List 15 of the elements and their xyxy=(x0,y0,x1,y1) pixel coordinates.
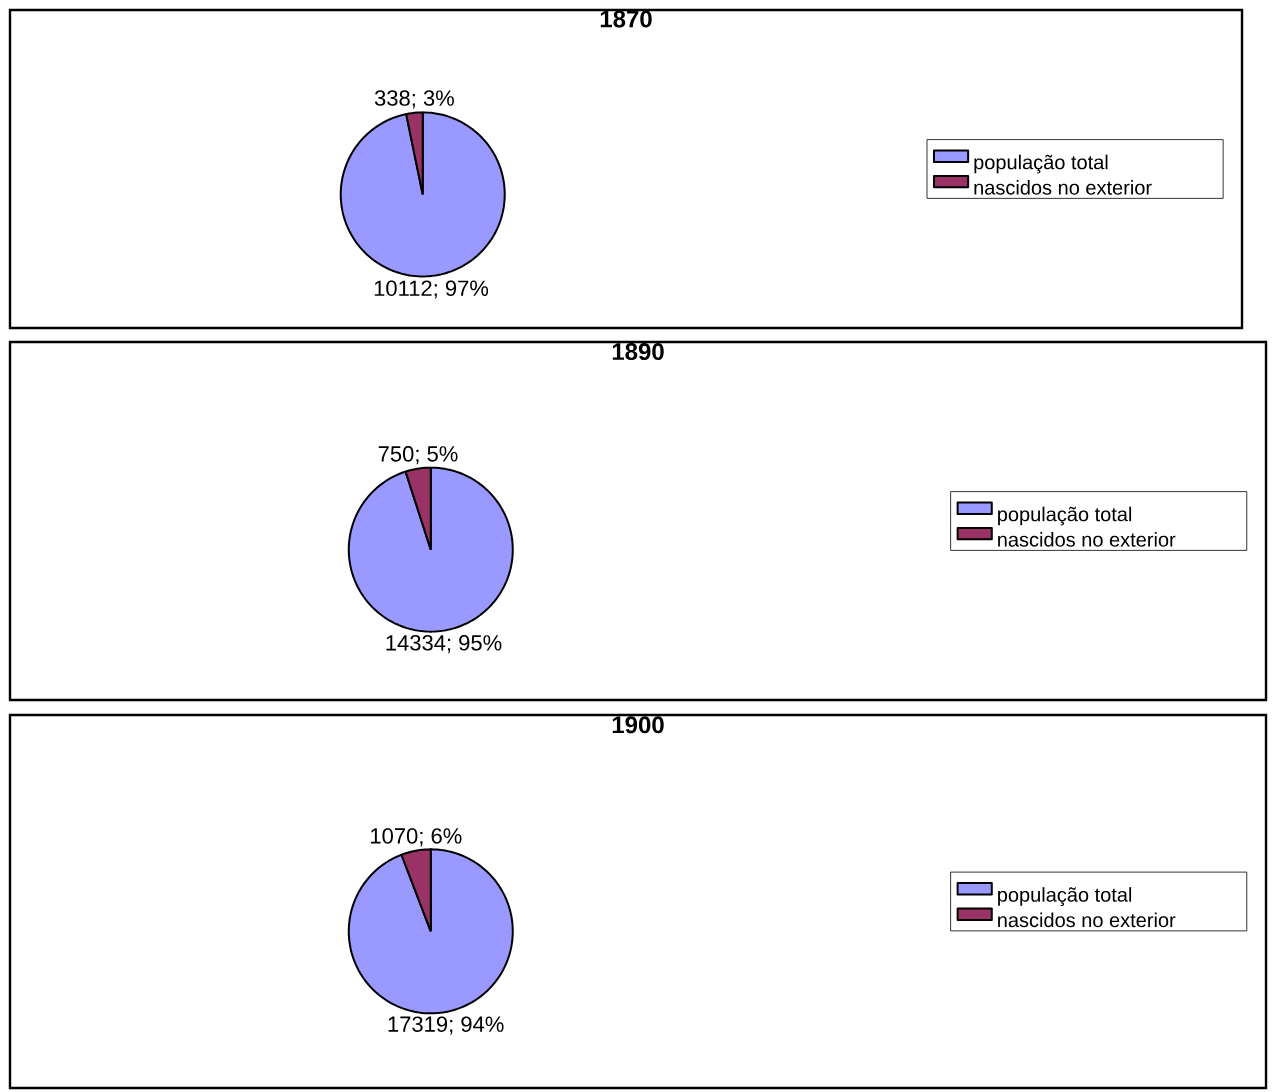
legend-label: população total xyxy=(998,887,1132,906)
data-label: 10112; 97% xyxy=(374,280,489,299)
chart-title: 1900 xyxy=(612,716,664,734)
legend-label: nascidos no exterior xyxy=(974,180,1152,195)
data-label: 338; 3% xyxy=(374,90,454,109)
data-label: 17319; 94% xyxy=(388,1016,504,1035)
data-label: 14334; 95% xyxy=(386,635,502,654)
legend-label: nascidos no exterior xyxy=(998,912,1176,928)
legend-label: população total xyxy=(998,506,1132,526)
legend-label: população total xyxy=(974,154,1108,174)
chart-title: 1870 xyxy=(600,10,652,28)
legend-label: nascidos no exterior xyxy=(998,532,1176,547)
chart-title: 1890 xyxy=(612,343,664,361)
data-label: 1070; 6% xyxy=(371,828,462,847)
data-label: 750; 5% xyxy=(378,446,458,465)
